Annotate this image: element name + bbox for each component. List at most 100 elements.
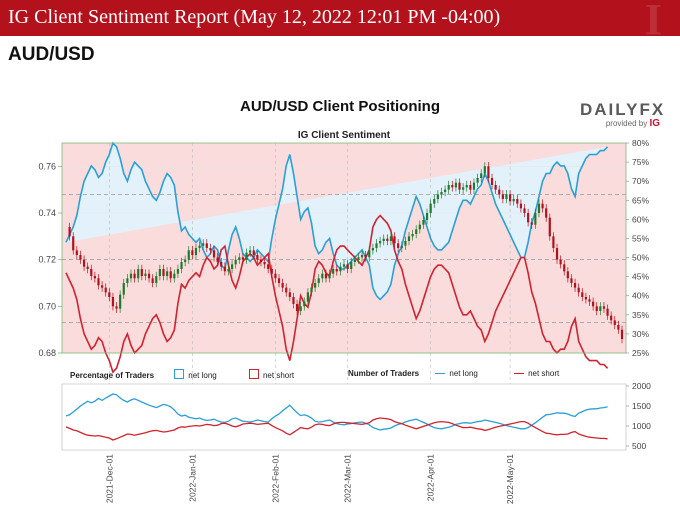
candle-body xyxy=(274,273,277,279)
candle-body xyxy=(101,285,104,288)
percent-tick-label: 40% xyxy=(632,291,649,301)
candle-body xyxy=(234,259,237,265)
candle-body xyxy=(523,208,526,213)
candle-body xyxy=(165,271,169,276)
candle-body xyxy=(227,269,230,272)
candle-body xyxy=(570,278,573,283)
candle-body xyxy=(559,259,562,265)
price-tick-label: 0.68 xyxy=(38,348,56,358)
candle-body xyxy=(176,269,180,274)
chart-title: AUD/USD Client Positioning xyxy=(240,98,440,115)
percent-tick-label: 35% xyxy=(632,310,649,320)
candle-body xyxy=(339,266,342,272)
candle-body xyxy=(86,266,89,269)
candle-body xyxy=(552,236,555,248)
candle-body xyxy=(588,299,591,302)
pct-legend-long: net long xyxy=(188,371,217,380)
candle-body xyxy=(440,192,443,195)
candle-body xyxy=(194,248,198,255)
candle-body xyxy=(72,236,75,251)
date-tick-label: 2022-Apr-01 xyxy=(426,454,436,502)
count-tick-label: 1000 xyxy=(632,421,651,431)
candle-body xyxy=(494,185,497,190)
candle-body xyxy=(360,255,364,258)
candle-body xyxy=(595,306,598,311)
candle-body xyxy=(545,208,548,218)
candle-body xyxy=(137,269,140,279)
candle-body xyxy=(548,217,551,237)
candle-body xyxy=(418,224,421,230)
candle-body xyxy=(332,269,335,274)
candle-body xyxy=(519,203,523,209)
candle-body xyxy=(238,257,241,260)
candle-body xyxy=(566,271,569,279)
sentiment-subtitle: IG Client Sentiment xyxy=(298,130,391,141)
candle-body xyxy=(530,222,533,225)
candle-body xyxy=(108,292,111,297)
candle-body xyxy=(389,236,393,241)
candle-body xyxy=(111,297,115,307)
candle-body xyxy=(212,250,216,258)
candle-body xyxy=(187,250,190,260)
candle-body xyxy=(97,278,100,286)
report-banner: IG Client Sentiment Report (May 12, 2022… xyxy=(0,0,680,36)
candle-body xyxy=(364,255,367,258)
price-tick-label: 0.74 xyxy=(38,208,56,218)
candle-body xyxy=(375,243,378,248)
candle-body xyxy=(462,187,465,190)
candle-body xyxy=(335,269,338,272)
candle-body xyxy=(436,194,439,199)
num-legend-short: net short xyxy=(528,369,560,378)
candle-body xyxy=(350,262,353,269)
candle-body xyxy=(317,278,320,283)
candle-body xyxy=(104,287,107,293)
candle-body xyxy=(357,257,360,260)
candle-body xyxy=(433,199,436,204)
candle-body xyxy=(429,203,432,213)
candle-body xyxy=(245,252,248,260)
percent-tick-label: 80% xyxy=(632,138,649,148)
candle-body xyxy=(303,301,306,307)
date-axis: 2021-Dec-01 2022-Jan-01 2022-Feb-01 2022-Ma… xyxy=(104,454,515,504)
candle-body xyxy=(198,245,201,248)
candle-body xyxy=(277,278,281,283)
candle-body xyxy=(82,259,86,267)
price-tick-label: 0.72 xyxy=(38,255,56,265)
candle-body xyxy=(281,283,284,288)
date-tick-label: 2022-Mar-01 xyxy=(343,454,353,503)
candle-body xyxy=(162,269,165,276)
candle-body xyxy=(306,292,309,302)
candle-body xyxy=(411,234,414,237)
candle-body xyxy=(480,173,483,178)
candle-body xyxy=(346,264,349,269)
percent-tick-label: 65% xyxy=(632,195,649,205)
percent-tick-label: 55% xyxy=(632,233,649,243)
candle-body xyxy=(458,182,461,190)
percent-tick-label: 30% xyxy=(632,329,649,339)
candle-body xyxy=(119,294,122,309)
candle-body xyxy=(599,306,602,311)
date-tick-label: 2022-Jan-01 xyxy=(187,454,197,502)
banner-decoration: I xyxy=(644,0,662,36)
candle-body xyxy=(620,329,624,339)
num-legend-long: net long xyxy=(449,369,478,378)
candle-body xyxy=(202,243,205,246)
num-legend: Number of Traders net long net short xyxy=(348,369,559,378)
net-short-line-key xyxy=(514,373,525,374)
candle-body xyxy=(454,182,458,188)
candle-body xyxy=(447,185,450,190)
candle-body xyxy=(292,297,295,304)
pct-legend: Percentage of Traders net long net short xyxy=(70,369,294,380)
candle-body xyxy=(581,292,584,297)
candle-body xyxy=(573,283,577,288)
candle-body xyxy=(169,271,172,279)
candle-body xyxy=(256,255,259,260)
candle-body xyxy=(563,264,566,272)
candle-body xyxy=(310,287,313,293)
candle-body xyxy=(126,278,129,283)
percent-tick-label: 45% xyxy=(632,272,649,282)
candle-body xyxy=(328,273,331,279)
candle-body xyxy=(584,297,587,300)
candle-body xyxy=(324,273,328,279)
candle-body xyxy=(617,325,620,330)
